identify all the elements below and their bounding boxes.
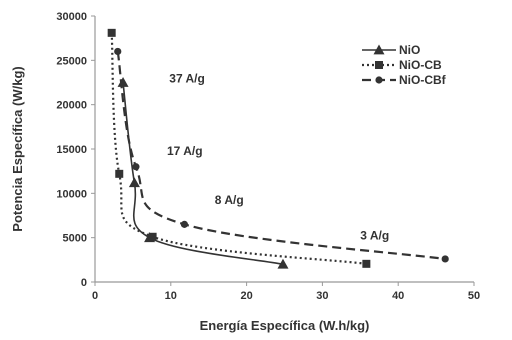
x-tick-label: 50 [468, 290, 480, 302]
legend-item-nio: NiO [362, 43, 420, 57]
data-point-nio [277, 258, 289, 269]
legend-label: NiO-CB [399, 58, 442, 72]
y-tick-label: 15000 [56, 144, 87, 156]
current-density-label: 8 A/g [215, 193, 244, 207]
data-point-nio-cb [107, 28, 116, 37]
y-tick-label: 10000 [56, 188, 87, 200]
data-point-nio [117, 77, 129, 87]
data-point-nio-cbf [180, 220, 189, 228]
series-line-nio-cb [110, 32, 367, 265]
data-point-nio-cb [115, 169, 124, 178]
tick-labels: 0 10 20 30 40 50 0 5000 10000 15000 20000 25000 3000… [56, 11, 480, 302]
x-tick-label: 10 [165, 290, 177, 302]
legend-label: NiO-CBf [399, 73, 447, 87]
x-tick-label: 20 [240, 290, 252, 302]
annotations: 37 A/g 17 A/g 8 A/g 3 A/g [167, 72, 389, 243]
series-group [107, 28, 449, 269]
data-point-nio-cb [362, 259, 371, 268]
legend-label: NiO [399, 43, 420, 57]
y-tick-label: 20000 [56, 100, 87, 112]
series-nio-cb [107, 28, 371, 268]
x-axis-title: Energía Específica (W.h/kg) [200, 318, 370, 333]
y-tick-label: 5000 [63, 233, 87, 245]
legend-marker [373, 44, 385, 55]
data-point-nio [128, 177, 140, 188]
legend-item-nio-cb: NiO-CB [362, 58, 442, 72]
current-density-label: 17 A/g [167, 144, 203, 158]
x-tick-label: 30 [316, 290, 328, 302]
legend-marker [375, 61, 383, 69]
y-tick-label: 30000 [56, 11, 87, 23]
y-axis-title: Potencia Específica (W/kg) [10, 66, 25, 231]
y-tick-label: 0 [81, 277, 87, 289]
legend-item-nio-cbf: NiO-CBf [362, 73, 447, 87]
data-point-nio-cb [148, 232, 157, 241]
data-point-nio-cbf [132, 163, 140, 171]
data-point-nio-cbf [114, 47, 122, 56]
x-tick-label: 40 [392, 290, 404, 302]
legend-marker [375, 76, 383, 84]
series-line-nio-cbf [116, 51, 446, 261]
data-point-nio-cbf [441, 255, 449, 263]
x-tick-label: 0 [92, 290, 98, 302]
series-nio-cbf [114, 47, 449, 263]
current-density-label: 37 A/g [169, 72, 205, 86]
current-density-label: 3 A/g [360, 228, 389, 242]
y-tick-label: 25000 [56, 55, 87, 67]
